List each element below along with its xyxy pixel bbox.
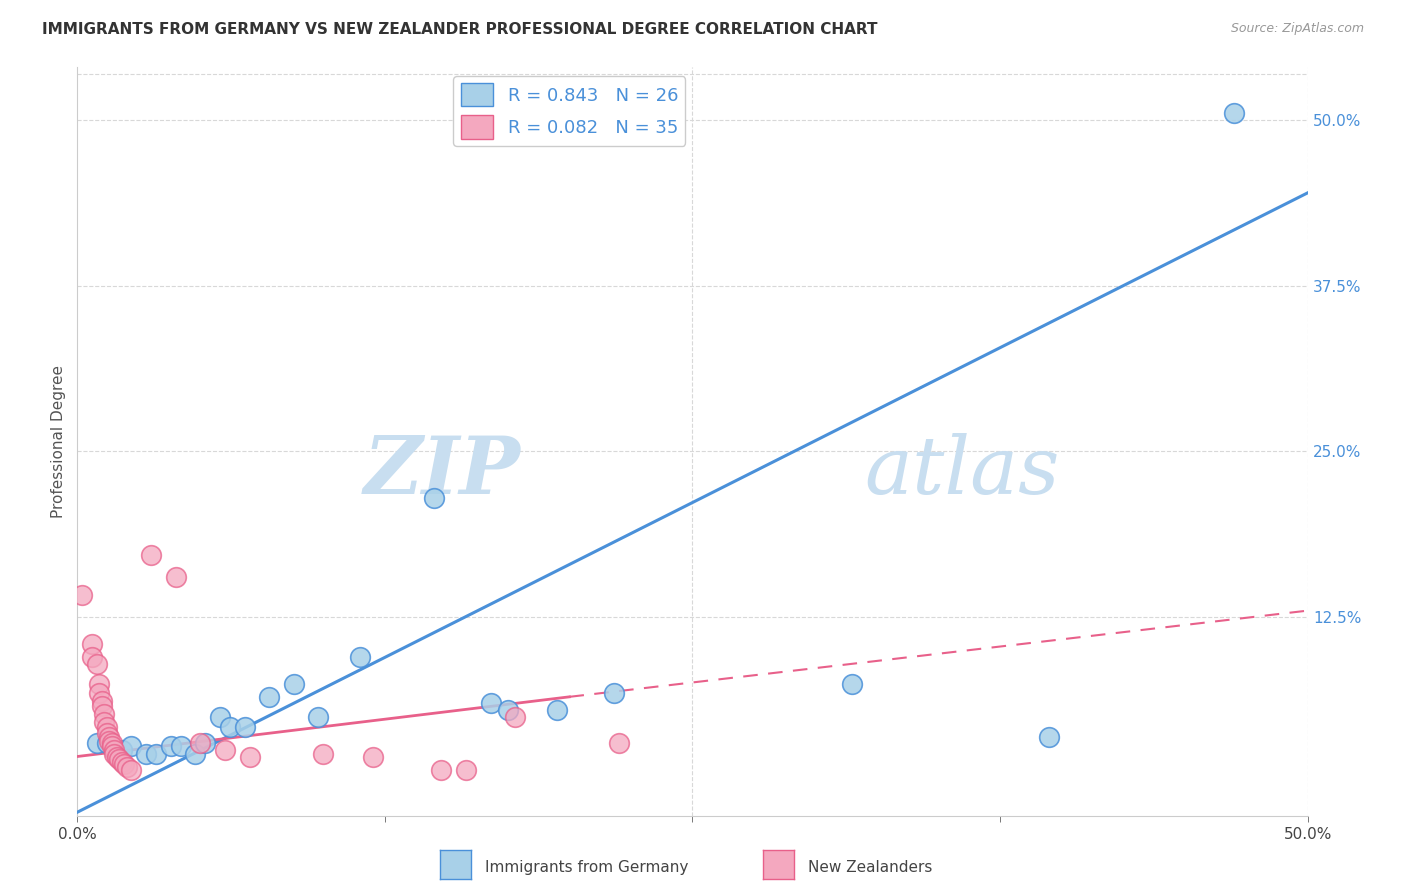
Point: [349, 650, 371, 665]
Point: [505, 709, 527, 723]
Point: [423, 491, 446, 505]
Point: [115, 760, 138, 774]
Point: [219, 720, 242, 734]
Point: [456, 763, 478, 777]
Point: [101, 736, 124, 750]
Point: [112, 757, 135, 772]
Point: [214, 743, 236, 757]
Point: [121, 739, 143, 753]
Y-axis label: Professional Degree: Professional Degree: [51, 365, 66, 518]
Point: [209, 709, 232, 723]
Point: [103, 743, 125, 757]
Point: [108, 752, 131, 766]
Point: [121, 763, 143, 777]
Point: [98, 733, 121, 747]
Point: [82, 637, 104, 651]
Point: [86, 657, 108, 671]
Point: [96, 720, 118, 734]
Point: [841, 676, 863, 690]
Point: [312, 747, 335, 761]
Point: [479, 697, 502, 711]
Point: [546, 703, 568, 717]
Text: New Zealanders: New Zealanders: [808, 860, 932, 874]
Point: [190, 736, 212, 750]
Point: [603, 686, 626, 700]
Point: [430, 763, 453, 777]
Point: [90, 699, 114, 714]
Point: [283, 676, 305, 690]
Point: [1223, 106, 1246, 120]
Point: [194, 736, 217, 750]
Point: [96, 725, 118, 739]
Legend: R = 0.843   N = 26, R = 0.082   N = 35: R = 0.843 N = 26, R = 0.082 N = 35: [454, 76, 685, 145]
Point: [361, 749, 384, 764]
Point: [165, 570, 187, 584]
Point: [70, 588, 93, 602]
Point: [239, 749, 262, 764]
Point: [82, 650, 104, 665]
Point: [93, 714, 115, 729]
Point: [259, 690, 281, 704]
Point: [170, 739, 193, 753]
Text: ZIP: ZIP: [363, 433, 520, 510]
Point: [1038, 730, 1060, 744]
Text: atlas: atlas: [865, 433, 1060, 510]
Point: [101, 739, 124, 753]
Point: [89, 686, 111, 700]
Point: [141, 548, 163, 562]
Point: [160, 739, 183, 753]
Point: [103, 747, 125, 761]
Point: [98, 730, 121, 744]
Point: [496, 703, 519, 717]
Point: [607, 736, 630, 750]
Point: [184, 747, 207, 761]
Point: [111, 755, 132, 769]
Point: [96, 736, 118, 750]
Point: [93, 707, 115, 722]
Point: [233, 720, 256, 734]
Point: [145, 747, 167, 761]
Point: [308, 709, 330, 723]
Point: [103, 743, 125, 757]
Point: [105, 749, 128, 764]
Text: Source: ZipAtlas.com: Source: ZipAtlas.com: [1230, 22, 1364, 36]
Point: [86, 736, 108, 750]
Point: [89, 676, 111, 690]
Text: Immigrants from Germany: Immigrants from Germany: [485, 860, 689, 874]
Point: [90, 694, 114, 708]
Text: IMMIGRANTS FROM GERMANY VS NEW ZEALANDER PROFESSIONAL DEGREE CORRELATION CHART: IMMIGRANTS FROM GERMANY VS NEW ZEALANDER…: [42, 22, 877, 37]
Point: [135, 747, 157, 761]
Point: [111, 743, 132, 757]
